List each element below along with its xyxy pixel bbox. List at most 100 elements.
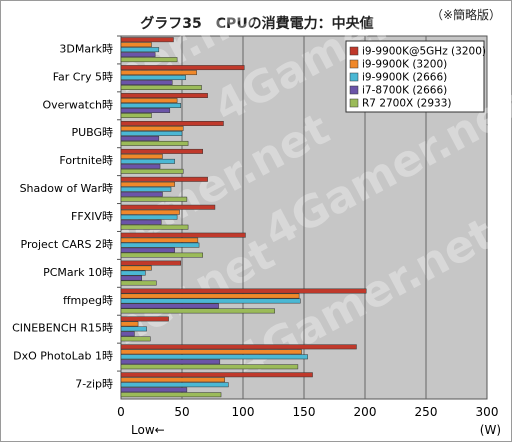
bar <box>120 168 184 174</box>
category-label: Overwatch時 <box>42 98 113 111</box>
bar <box>120 321 139 327</box>
bar <box>120 98 178 103</box>
bar <box>120 298 301 304</box>
legend-entry: i9-9900K@5GHz (3200) <box>362 46 486 58</box>
bar <box>120 75 186 81</box>
bar <box>120 65 245 71</box>
x-tick-label: 300 <box>476 405 499 419</box>
chart-title: グラフ35 CPUの消費電力：中央値 <box>140 15 373 32</box>
bar <box>120 163 161 169</box>
bar <box>120 113 152 118</box>
x-axis-unit-label: (W) <box>480 423 501 437</box>
bar <box>120 93 208 98</box>
bar <box>120 80 173 86</box>
bar <box>120 130 183 136</box>
legend-box <box>345 40 485 113</box>
legend-entry: R7 2700X (2933) <box>362 98 451 110</box>
bar <box>120 191 163 197</box>
legend-swatch <box>349 72 359 82</box>
bar <box>120 47 160 53</box>
bar <box>120 37 174 43</box>
bar <box>120 252 203 258</box>
bar <box>120 326 147 332</box>
legend-swatch <box>349 98 359 108</box>
chart-note: （※簡略版） <box>431 7 501 22</box>
bar <box>120 364 299 370</box>
x-tick-label: 100 <box>232 405 255 419</box>
legend-swatch <box>349 46 359 56</box>
bar <box>120 153 163 159</box>
bar <box>120 186 172 192</box>
bar <box>120 181 175 187</box>
category-label: 3DMark時 <box>59 42 113 55</box>
x-tick-label: 50 <box>174 405 189 419</box>
bar <box>120 140 189 146</box>
bar <box>120 232 246 238</box>
legend-entry: i7-8700K (2666) <box>362 85 447 97</box>
bar <box>120 265 152 271</box>
bar <box>120 108 171 113</box>
x-tick-label: 0 <box>117 405 125 419</box>
bar <box>120 349 302 355</box>
bar <box>120 237 199 243</box>
bar <box>120 158 175 164</box>
x-axis-low-label: Low← <box>131 423 165 437</box>
bar <box>120 224 189 230</box>
category-label: FFXIV時 <box>71 210 113 223</box>
bar <box>120 336 151 342</box>
category-label: PCMark 10時 <box>43 266 113 279</box>
category-label: Shadow of War時 <box>20 182 113 195</box>
category-label: PUBG時 <box>71 126 113 139</box>
bar <box>120 270 146 276</box>
bar <box>120 247 175 253</box>
bar <box>120 126 184 131</box>
bar <box>120 70 197 76</box>
bar <box>120 288 367 294</box>
bar <box>120 85 202 90</box>
legend: i9-9900K@5GHz (3200)i9-9900K (3200)i9-99… <box>345 40 486 113</box>
bar <box>120 52 156 58</box>
category-label: Far Cry 5時 <box>53 70 113 83</box>
bar <box>120 57 178 63</box>
bar <box>120 344 357 350</box>
legend-swatch <box>349 85 359 95</box>
bar <box>120 42 152 48</box>
legend-entry: i9-9900K (3200) <box>362 59 447 71</box>
legend-entry: i9-9900K (2666) <box>362 72 447 84</box>
bar <box>120 392 222 398</box>
category-label: Fortnite時 <box>59 154 113 167</box>
bar <box>120 303 219 309</box>
category-label: CINEBENCH R15時 <box>12 322 113 335</box>
bar <box>120 280 157 286</box>
bar <box>120 260 182 266</box>
bar <box>120 387 188 393</box>
bar <box>120 219 162 225</box>
bar <box>120 382 229 388</box>
bar <box>120 135 160 141</box>
bar <box>120 359 221 365</box>
bar <box>120 121 224 126</box>
bar <box>120 275 142 281</box>
category-label: DxO PhotoLab 1時 <box>13 350 113 363</box>
bar <box>120 331 135 337</box>
bar <box>120 372 313 378</box>
bar <box>120 204 216 210</box>
bar <box>120 293 300 299</box>
bar <box>120 214 178 220</box>
category-label: 7-zip時 <box>75 378 113 391</box>
bar <box>120 196 188 202</box>
bar <box>120 103 182 108</box>
bar <box>120 316 169 322</box>
bar <box>120 242 200 248</box>
bar <box>120 354 308 360</box>
legend-swatch <box>349 59 359 69</box>
category-label: ffmpeg時 <box>63 294 113 307</box>
bar <box>120 308 275 314</box>
bar <box>120 176 208 182</box>
bar <box>120 148 203 154</box>
bar <box>120 377 225 383</box>
bar <box>120 209 180 215</box>
x-tick-label: 150 <box>293 405 316 419</box>
